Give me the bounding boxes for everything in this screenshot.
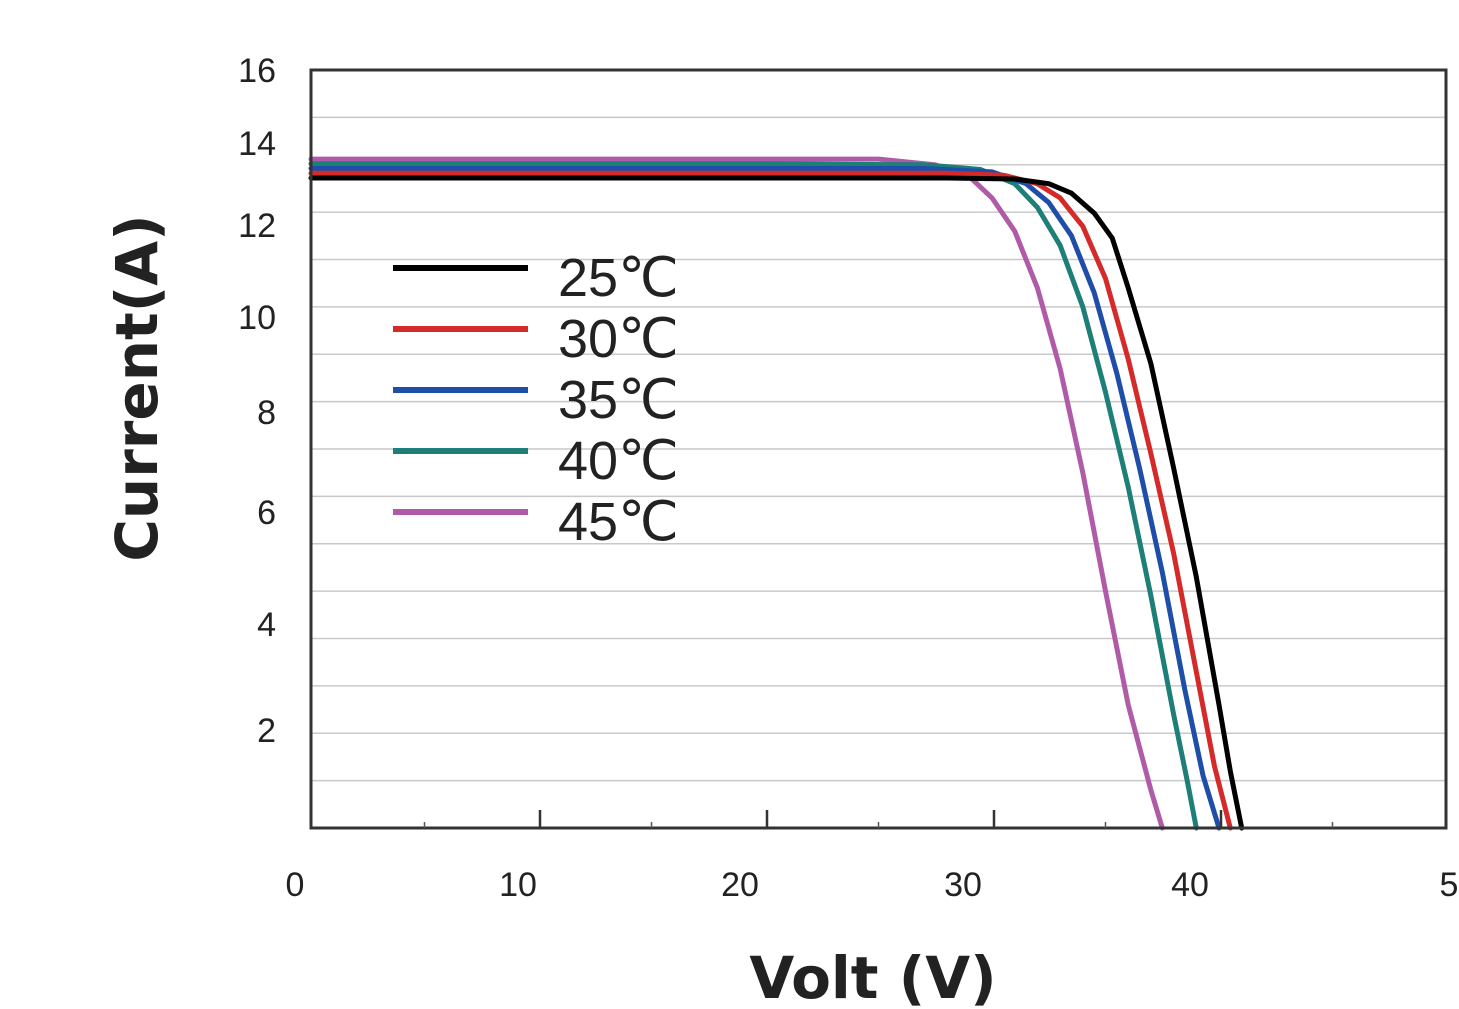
x-tick-label: 5 — [1440, 866, 1459, 904]
legend-label: 30℃ — [558, 309, 679, 369]
series-line-3 — [308, 161, 1199, 831]
legend: 25℃30℃35℃40℃45℃ — [393, 248, 679, 552]
y-tick-label: 12 — [238, 207, 276, 245]
x-tick-label: 0 — [286, 866, 305, 904]
legend-label: 35℃ — [558, 370, 679, 430]
y-tick-label: 8 — [257, 394, 276, 432]
series-lines — [308, 156, 1245, 831]
series-line-0 — [308, 175, 1245, 831]
x-tick-label: 30 — [944, 866, 982, 904]
y-tick-label: 16 — [238, 52, 276, 90]
series-line-4 — [308, 156, 1165, 831]
legend-label: 45℃ — [558, 492, 679, 552]
series-line-1 — [308, 170, 1233, 831]
x-axis-title: Volt (V) — [749, 944, 996, 1009]
series-line-2 — [308, 166, 1222, 831]
y-tick-label: 4 — [257, 606, 276, 644]
x-tick-label: 20 — [721, 866, 759, 904]
y-tick-label: 2 — [257, 712, 276, 750]
x-tick-label: 40 — [1171, 866, 1209, 904]
y-tick-label: 6 — [257, 494, 276, 532]
x-tick-label: 10 — [499, 866, 537, 904]
y-axis-title: Current(A) — [103, 214, 171, 561]
y-tick-label: 10 — [238, 299, 276, 337]
axis-ticks: 0 10 20 30 40 5 16 14 12 10 8 6 4 2 — [238, 52, 1458, 904]
legend-label: 40℃ — [558, 431, 679, 491]
legend-label: 25℃ — [558, 248, 679, 308]
y-tick-label: 14 — [238, 125, 276, 163]
